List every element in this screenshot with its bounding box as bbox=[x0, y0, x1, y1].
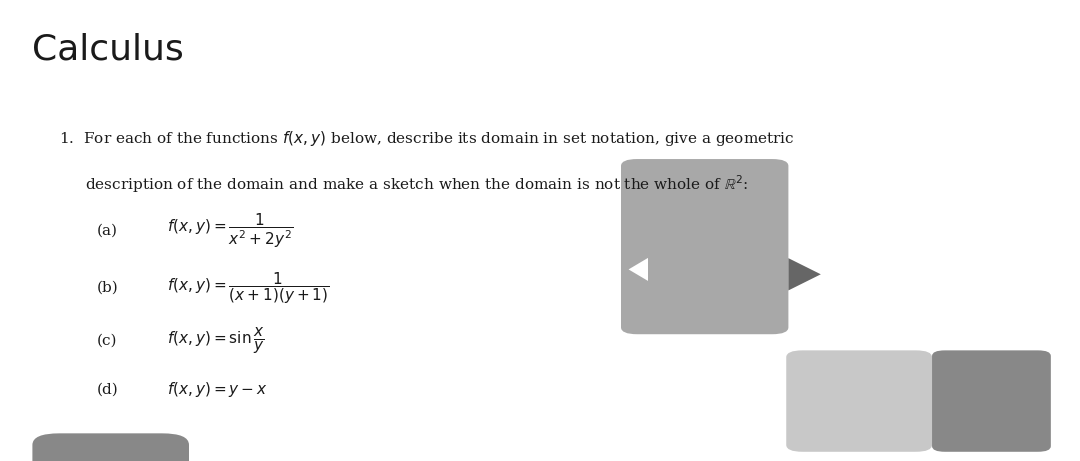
Text: (c): (c) bbox=[97, 334, 118, 348]
Polygon shape bbox=[788, 258, 821, 290]
Text: 1.  For each of the functions $f(x, y)$ below, describe its domain in set notati: 1. For each of the functions $f(x, y)$ b… bbox=[59, 129, 795, 148]
Text: $f(x,y) = \sin\dfrac{x}{y}$: $f(x,y) = \sin\dfrac{x}{y}$ bbox=[167, 326, 265, 356]
Text: description of the domain and make a sketch when the domain is not the whole of : description of the domain and make a ske… bbox=[85, 173, 748, 195]
Polygon shape bbox=[629, 258, 648, 281]
Text: $f(x,y) = y - x$: $f(x,y) = y - x$ bbox=[167, 380, 268, 399]
FancyBboxPatch shape bbox=[32, 433, 189, 461]
FancyBboxPatch shape bbox=[786, 350, 932, 452]
Text: Calculus: Calculus bbox=[32, 32, 185, 66]
FancyBboxPatch shape bbox=[621, 159, 788, 334]
Text: $f(x,y) = \dfrac{1}{x^2 + 2y^2}$: $f(x,y) = \dfrac{1}{x^2 + 2y^2}$ bbox=[167, 211, 294, 250]
Text: (b): (b) bbox=[97, 281, 119, 295]
FancyBboxPatch shape bbox=[932, 350, 1051, 452]
Text: (d): (d) bbox=[97, 383, 119, 396]
Text: (a): (a) bbox=[97, 224, 118, 237]
Text: $f(x,y) = \dfrac{1}{(x+1)(y+1)}$: $f(x,y) = \dfrac{1}{(x+1)(y+1)}$ bbox=[167, 270, 330, 306]
